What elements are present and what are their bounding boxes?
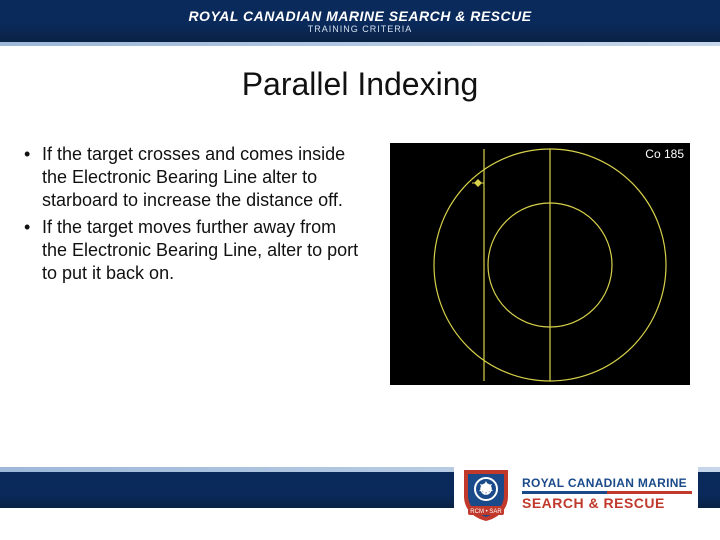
footer-logo: RCM • SAR ROYAL CANADIAN MARINE SEARCH &… xyxy=(454,462,698,526)
logo-divider xyxy=(522,491,692,494)
org-name: ROYAL CANADIAN MARINE SEARCH & RESCUE xyxy=(188,8,531,24)
radar-container: Co 185 xyxy=(378,143,702,385)
header-subtitle: TRAINING CRITERIA xyxy=(308,24,413,34)
logo-line1: ROYAL CANADIAN MARINE xyxy=(522,477,692,490)
target-icon xyxy=(472,179,484,187)
logo-line2: SEARCH & RESCUE xyxy=(522,496,692,511)
radar-svg xyxy=(390,143,690,385)
bullet-list: If the target crosses and comes inside t… xyxy=(20,143,360,385)
list-item: If the target crosses and comes inside t… xyxy=(20,143,360,212)
badge-subtext: RCM • SAR xyxy=(470,509,502,515)
list-item: If the target moves further away from th… xyxy=(20,216,360,285)
shield-icon: RCM • SAR xyxy=(460,466,512,522)
page-title: Parallel Indexing xyxy=(0,66,720,103)
radar-diagram: Co 185 xyxy=(390,143,690,385)
body: If the target crosses and comes inside t… xyxy=(0,113,720,385)
logo-text: ROYAL CANADIAN MARINE SEARCH & RESCUE xyxy=(522,477,692,511)
title-area: Parallel Indexing xyxy=(0,42,720,113)
course-label: Co 185 xyxy=(645,147,684,161)
header-banner: ROYAL CANADIAN MARINE SEARCH & RESCUE TR… xyxy=(0,0,720,42)
